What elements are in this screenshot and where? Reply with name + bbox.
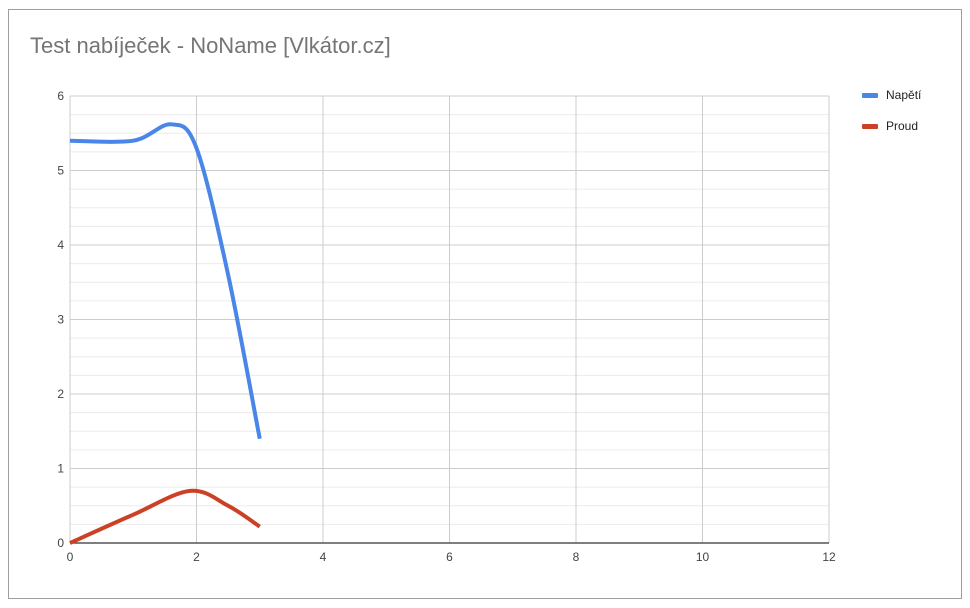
legend-swatch xyxy=(862,93,878,98)
legend: Napětí Proud xyxy=(862,88,922,133)
legend-label: Napětí xyxy=(886,88,922,102)
y-tick-label: 3 xyxy=(57,313,64,327)
legend-label: Proud xyxy=(886,119,918,133)
x-tick-label: 10 xyxy=(696,550,710,564)
legend-swatch xyxy=(862,124,878,129)
grid xyxy=(69,95,830,544)
x-tick-label: 2 xyxy=(193,550,200,564)
y-tick-label: 0 xyxy=(57,536,64,550)
x-tick-label: 0 xyxy=(67,550,74,564)
y-tick-label: 6 xyxy=(57,89,64,103)
series-line-1 xyxy=(69,122,262,440)
x-tick-label: 4 xyxy=(320,550,327,564)
series-lines xyxy=(69,122,262,545)
y-tick-label: 4 xyxy=(57,238,64,252)
chart-frame xyxy=(8,9,962,599)
y-tick-label: 2 xyxy=(57,387,64,401)
y-tick-label: 5 xyxy=(57,164,64,178)
y-tick-label: 1 xyxy=(57,462,64,476)
chart-title: Test nabíječek - NoName [Vlkátor.cz] xyxy=(30,33,391,58)
series-line-2 xyxy=(69,488,261,545)
x-tick-label: 8 xyxy=(573,550,580,564)
x-tick-label: 12 xyxy=(822,550,836,564)
x-tick-label: 6 xyxy=(446,550,453,564)
